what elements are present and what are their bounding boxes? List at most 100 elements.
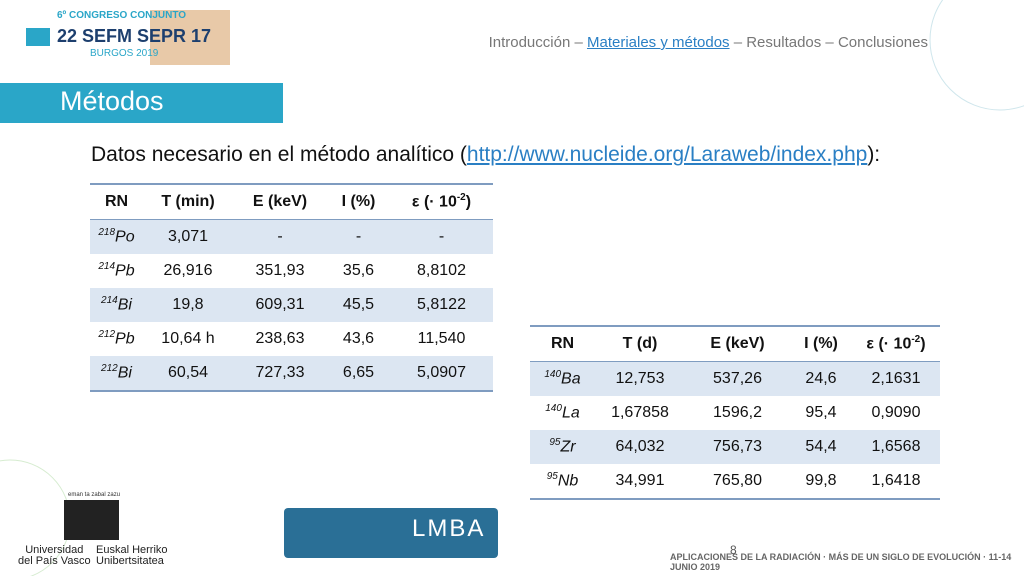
cell: 99,8 — [790, 464, 852, 500]
link[interactable]: http://www.nucleide.org/Laraweb/index.ph… — [466, 143, 868, 166]
symbol: Zr — [560, 438, 576, 456]
cell: 64,032 — [595, 430, 685, 464]
symbol: Nb — [557, 472, 579, 490]
logo-line: BURGOS 2019 — [90, 48, 159, 59]
logo-line: 22 SEFM SEPR 17 — [57, 26, 212, 46]
symbol: Bi — [117, 296, 132, 314]
row: 95Zr 64,032 756,73 54,4 1,6568 — [530, 430, 940, 464]
cell: - — [327, 219, 390, 254]
row: 140La 1,67858 1596,2 95,4 0,9090 — [530, 396, 940, 430]
ornament — [929, 0, 1024, 111]
logo-building — [150, 10, 230, 65]
text: Unibertsitatea — [96, 555, 164, 567]
row: 214Bi 19,8 609,31 45,5 5,8122 — [90, 288, 493, 322]
header-cell: ε (· 10-2) — [390, 183, 493, 220]
mass-number: 140 — [544, 369, 562, 381]
logo-mark — [26, 28, 50, 46]
cell: 95Nb — [530, 464, 595, 500]
page-number: 8 — [730, 543, 737, 557]
title: Métodos — [60, 86, 164, 116]
cell: 537,26 — [685, 361, 790, 396]
university-es: Universidad del País Vasco — [18, 545, 91, 567]
cell: 24,6 — [790, 361, 852, 396]
intro: Datos necesario en el método analítico (… — [91, 143, 880, 167]
cell: 19,8 — [143, 288, 233, 322]
text: ) — [465, 193, 472, 211]
cell: 5,0907 — [390, 356, 493, 392]
mass-number: 218 — [98, 227, 116, 239]
header-cell: RN — [530, 325, 595, 362]
symbol: Pb — [115, 330, 135, 348]
cell: 727,33 — [233, 356, 327, 392]
table: RN T (min) E (keV) I (%) ε (· 10-2) 218Po 3,07… — [90, 183, 493, 392]
cell: 1596,2 — [713, 404, 762, 421]
cell: 35,6 — [342, 262, 375, 279]
cell: 212Bi — [90, 356, 143, 392]
cell: 95,4 — [805, 404, 837, 421]
cell: 1,6418 — [852, 464, 940, 500]
text: del País Vasco — [18, 555, 91, 567]
cell: 95Zr — [530, 430, 595, 464]
nav-text: – Resultados – Conclusiones — [729, 34, 928, 51]
header-cell: T (min) — [143, 183, 233, 220]
table-wrap: RN T (d) E (keV) I (%) ε (· 10-2) 140Ba 12,753… — [530, 325, 940, 500]
symbol: Pb — [115, 262, 135, 280]
cell: 2,1631 — [852, 361, 940, 396]
title-box — [0, 83, 283, 123]
nav-current[interactable]: Materiales y métodos — [586, 34, 730, 51]
intro-text: Datos necesario en el método analítico ( — [91, 143, 467, 166]
cell: 218Po — [90, 219, 143, 254]
row: 212Pb 10,64 h 238,63 43,6 11,540 — [90, 322, 493, 356]
mass-number: 212 — [101, 363, 118, 375]
exponent: -2 — [456, 192, 466, 204]
cell: 54,4 — [790, 430, 852, 464]
cell: 351,93 — [255, 262, 305, 279]
university-logo — [64, 500, 119, 540]
symbol: Bi — [117, 364, 132, 382]
header-row: RN T (d) E (keV) I (%) ε (· 10-2) — [530, 325, 940, 362]
cell: 238,63 — [255, 330, 305, 347]
symbol: La — [561, 404, 580, 422]
row: 218Po 3,071- - - — [90, 219, 493, 254]
text: Euskal Herriko — [96, 544, 168, 556]
header-row: RN T (min) E (keV) I (%) ε (· 10-2) — [90, 183, 493, 220]
cell: 609,31 — [233, 288, 327, 322]
header-cell: ε (· 10-2) — [852, 325, 940, 362]
table-wrap: RN T (min) E (keV) I (%) ε (· 10-2) 218Po 3,07… — [90, 183, 493, 392]
lab-logo — [284, 508, 498, 558]
cell: 140La — [530, 396, 595, 430]
exponent: -2 — [911, 334, 921, 346]
cell: 0,9090 — [871, 404, 921, 421]
mass-number: 212 — [98, 329, 116, 341]
cell: 212Pb — [90, 322, 143, 356]
university-eu: Euskal Herriko Unibertsitatea — [96, 545, 168, 567]
cell: - — [233, 219, 327, 254]
cell: 214Bi — [90, 288, 143, 322]
mass-number: 214 — [98, 261, 116, 273]
cell: 45,5 — [327, 288, 390, 322]
lab-name: LMBA — [412, 515, 486, 542]
cell: 11,540 — [417, 330, 466, 347]
cell: 10,64 h — [161, 330, 215, 347]
intro-text: ): — [867, 143, 881, 166]
text: ε (· 10 — [411, 193, 457, 211]
cell: - — [390, 219, 493, 254]
banner: APLICACIONES DE LA RADIACIÓN · MÁS DE UN… — [670, 552, 1012, 572]
cell: 756,73 — [685, 430, 790, 464]
header-cell: I (%) — [327, 183, 390, 220]
cell: 34,991 — [595, 464, 685, 500]
mass-number: 214 — [101, 295, 118, 307]
mass-number: 95 — [549, 437, 561, 449]
symbol: Ba — [561, 370, 581, 388]
logo-line: 6º CONGRESO CONJUNTO — [57, 10, 187, 21]
text: Universidad — [25, 544, 84, 556]
cell: 43,6 — [342, 330, 375, 347]
mass-number: 95 — [546, 471, 558, 483]
cell: 5,8122 — [390, 288, 493, 322]
table: RN T (d) E (keV) I (%) ε (· 10-2) 140Ba 12,753… — [530, 325, 940, 500]
row: 212Bi 60,54 727,33 6,65 5,0907 — [90, 356, 493, 392]
cell: 3,071 — [143, 219, 233, 254]
nav-text: Introducción – — [488, 34, 587, 51]
